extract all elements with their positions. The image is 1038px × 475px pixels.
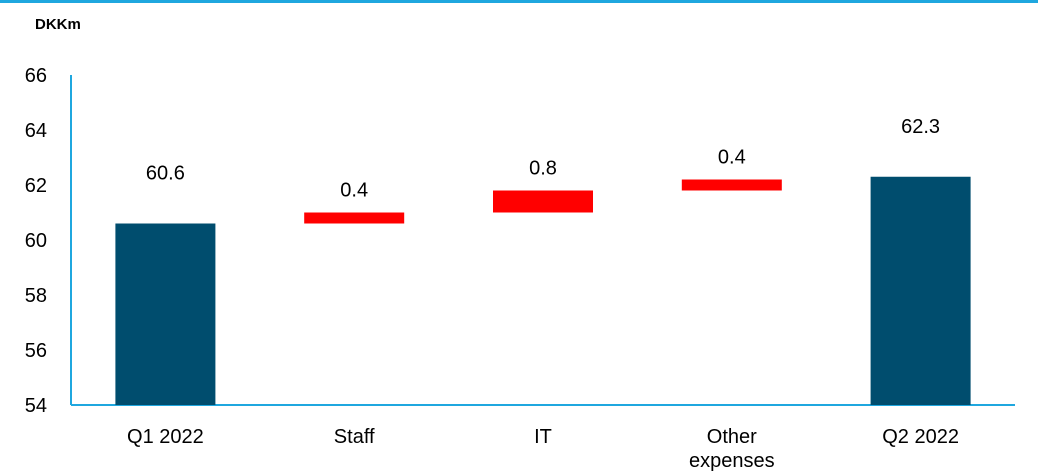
y-tick-label: 64 bbox=[25, 120, 47, 142]
data-label: 0.4 bbox=[718, 147, 746, 169]
chart-axes: 54 56 58 60 62 64 66 bbox=[25, 65, 1015, 417]
y-tick-label: 62 bbox=[25, 175, 47, 197]
data-label: 62.3 bbox=[901, 116, 940, 138]
x-tick-label: Other expenses bbox=[689, 426, 775, 472]
data-label: 0.8 bbox=[529, 158, 557, 180]
y-tick-label: 56 bbox=[25, 340, 47, 362]
y-tick-label: 66 bbox=[25, 65, 47, 87]
y-tick-label: 58 bbox=[25, 285, 47, 307]
unit-label: DKKm bbox=[35, 16, 81, 33]
bar-3 bbox=[681, 179, 782, 191]
data-label: 60.6 bbox=[146, 163, 185, 185]
chart-bars bbox=[115, 176, 971, 405]
x-tick-label: Q1 2022 bbox=[127, 426, 204, 448]
top-rule bbox=[0, 0, 1038, 3]
y-tick-label: 54 bbox=[25, 395, 47, 417]
x-tick-label: Staff bbox=[334, 426, 375, 448]
bar-2 bbox=[493, 190, 593, 213]
x-tick-label: Q2 2022 bbox=[882, 426, 959, 448]
bar-1 bbox=[304, 212, 405, 224]
x-tick-label: IT bbox=[534, 426, 552, 448]
bar-0 bbox=[115, 223, 216, 405]
data-label: 0.4 bbox=[340, 180, 368, 202]
chart-labels: 60.6 Q1 2022 0.4 Staff 0.8 IT 0.4 Other expenses… bbox=[127, 116, 959, 472]
y-tick-label: 60 bbox=[25, 230, 47, 252]
bar-4 bbox=[870, 176, 971, 405]
